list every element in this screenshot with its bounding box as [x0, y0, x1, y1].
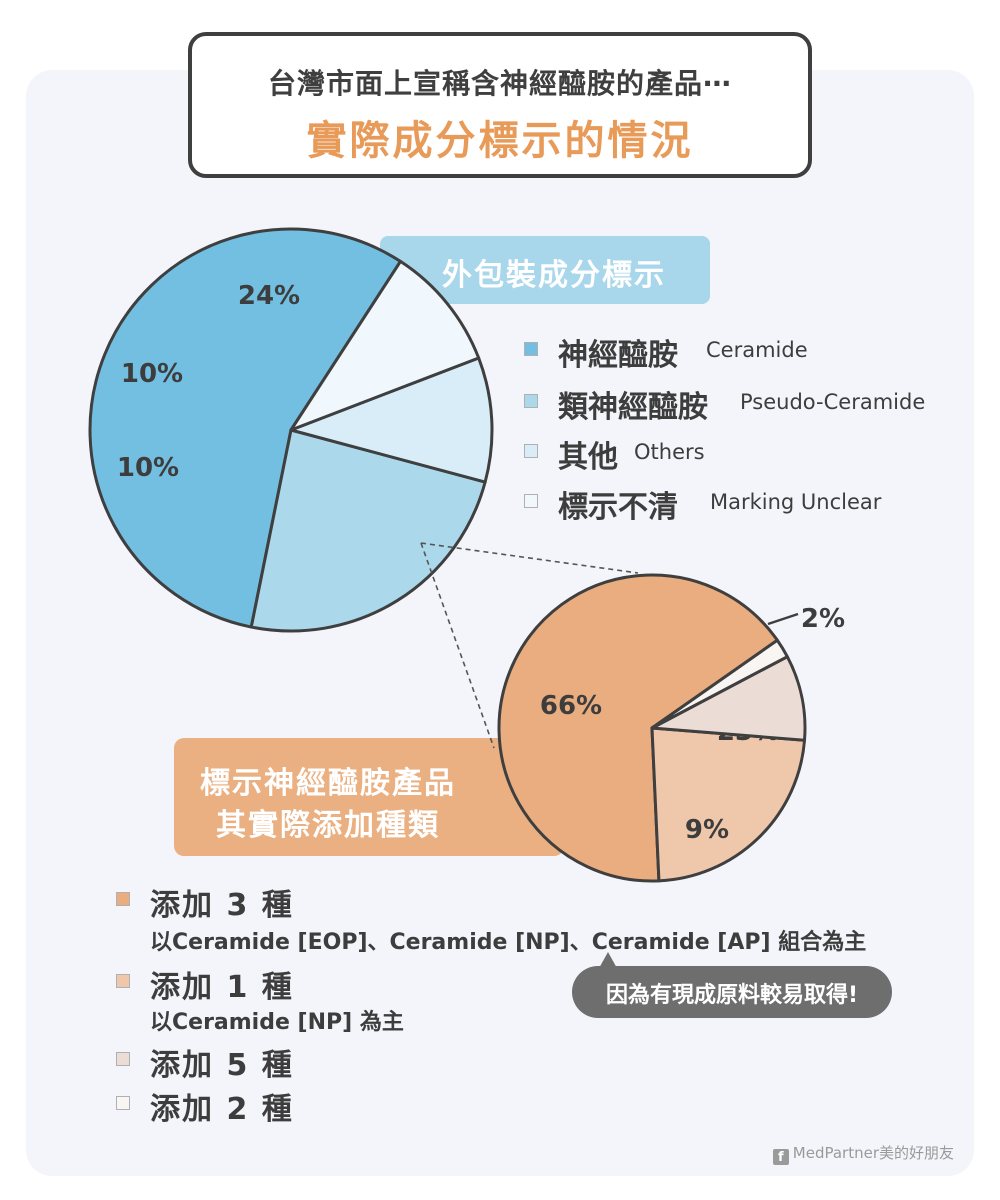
legend-label-zh: 神經醯胺 [558, 338, 678, 373]
legend-swatch [524, 444, 538, 458]
leader-line [767, 612, 799, 626]
connector-line [420, 542, 495, 749]
legend-label: 添加 3 種 [150, 888, 294, 923]
slice-label: 10% [121, 359, 183, 389]
slice-label: 10% [117, 453, 179, 483]
pie-slice [650, 655, 807, 742]
facebook-icon: f [772, 1149, 789, 1165]
legend-label-en: Pseudo-Ceramide [740, 390, 926, 414]
inner-chart-label-line2: 其實際添加種類 [216, 808, 440, 843]
credit-text: MedPartner美的好朋友 [792, 1144, 954, 1162]
pie-slice [249, 428, 487, 633]
outer-chart-label-text: 外包裝成分標示 [442, 258, 666, 293]
pie-slice [289, 356, 494, 484]
slice-label: 66% [540, 691, 602, 721]
legend-swatch [524, 342, 538, 356]
legend-label: 添加 1 種 [150, 970, 294, 1005]
slice-label: 9% [685, 815, 729, 845]
pie-slice [88, 227, 402, 629]
inner-chart-label-line1: 標示神經醯胺產品 [200, 766, 456, 801]
legend-label-en: Marking Unclear [710, 490, 882, 514]
legend-swatch [524, 394, 538, 408]
credit: f MedPartner美的好朋友 [772, 1142, 954, 1165]
legend-label-zh: 其他 [558, 440, 618, 475]
legend-label-zh: 標示不清 [558, 490, 678, 525]
slice-label: 24% [238, 281, 300, 311]
connector-line [420, 542, 639, 574]
title-line2: 實際成分標示的情況 [306, 118, 694, 164]
pie-slice [289, 259, 481, 432]
legend-note: 以Ceramide [NP] 為主 [150, 1010, 404, 1035]
pie-slice [497, 573, 779, 883]
legend-label: 添加 2 種 [150, 1092, 294, 1127]
callout-bubble: 因為有現成原料較易取得! [572, 966, 892, 1018]
legend-swatch [524, 494, 538, 508]
pie-slice [650, 638, 789, 730]
legend-note: 以Ceramide [EOP]、Ceramide [NP]、Ceramide [… [150, 930, 867, 955]
legend-swatch [116, 892, 130, 906]
legend-label: 添加 5 種 [150, 1048, 294, 1083]
callout-text: 因為有現成原料較易取得! [605, 983, 859, 1008]
callout-tail [598, 952, 618, 970]
legend-swatch [116, 1096, 130, 1110]
inner-chart-label: 標示神經醯胺產品 其實際添加種類 [174, 738, 564, 856]
legend-label-zh: 類神經醯胺 [558, 390, 708, 425]
legend-swatch [116, 974, 130, 988]
legend-swatch [116, 1052, 130, 1066]
legend-label-en: Ceramide [706, 338, 808, 362]
title-box: 台灣市面上宣稱含神經醯胺的產品⋯ 實際成分標示的情況 [188, 32, 812, 178]
legend-label-en: Others [634, 440, 705, 464]
slice-label: 2% [801, 604, 845, 634]
title-line1: 台灣市面上宣稱含神經醯胺的產品⋯ [267, 67, 732, 100]
pie-slice [650, 726, 807, 883]
